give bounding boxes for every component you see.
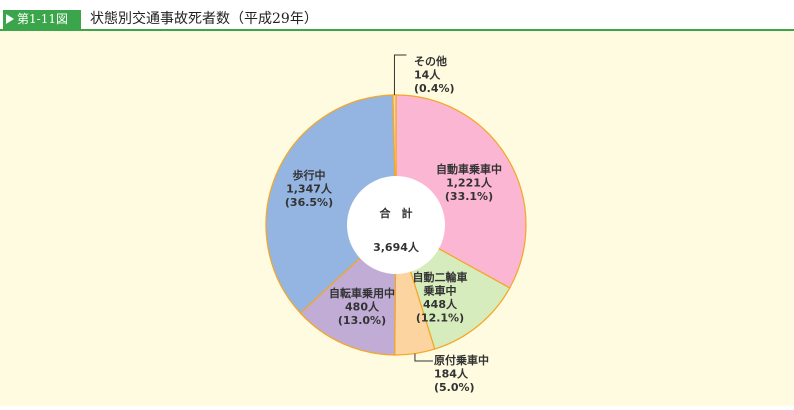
slice-label-2: 原付乗車中 184人(5.0%)	[434, 353, 489, 394]
center-total: 3,694人	[373, 240, 420, 254]
triangle-icon	[6, 14, 14, 24]
leader-line-moped	[414, 353, 433, 362]
figure-title: 状態別交通事故死者数（平成29年）	[90, 11, 318, 27]
leader-line-other	[393, 54, 407, 96]
slice-label-4: 歩行中 1,347人(36.5%)	[285, 168, 333, 209]
slice-label-5: その他 14人(0.4%)	[414, 54, 455, 95]
header-rule	[0, 29, 794, 31]
slice-label-3: 自転車乗用中 480人(13.0%)	[329, 286, 395, 327]
slice-4	[265, 94, 397, 314]
figure-number-badge: 第1-11図	[3, 10, 81, 29]
slice-label-0: 自動車乗車中 1,221人(33.1%)	[436, 162, 502, 203]
chart-panel: 合 計 3,694人 自動車乗車中 1,221人(33.1%) 自動二輪車乗車中 448人…	[0, 31, 794, 406]
slice-label-1: 自動二輪車乗車中 448人(12.1%)	[413, 270, 468, 325]
figure-number: 第1-11図	[17, 12, 68, 26]
donut-chart: 合 計 3,694人 自動車乗車中 1,221人(33.1%) 自動二輪車乗車中 448人…	[265, 54, 527, 394]
center-label: 合 計	[380, 206, 413, 220]
donut-hole	[347, 176, 445, 274]
